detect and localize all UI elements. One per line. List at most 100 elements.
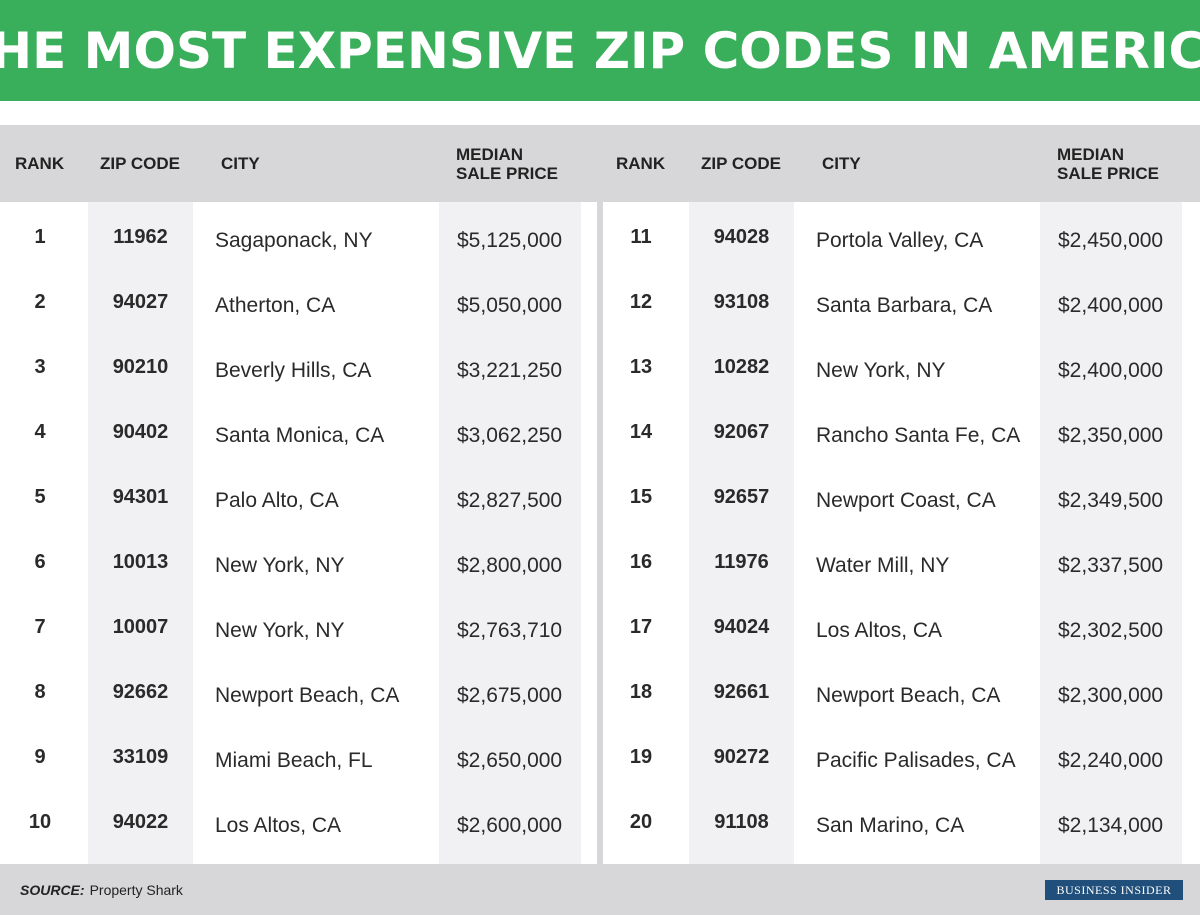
city-cell: Newport Coast, CA [816, 488, 996, 512]
source-value: Property Shark [89, 881, 183, 898]
page-title: THE MOST EXPENSIVE ZIP CODES IN AMERICA [0, 0, 1200, 101]
city-cell: New York, NY [215, 553, 345, 577]
median-price-cell: $2,134,000 [1058, 813, 1164, 837]
zip-code-cell: 10007 [112, 616, 169, 638]
zip-code-header: ZIP CODE [701, 154, 781, 173]
city-cell: Santa Barbara, CA [816, 293, 993, 317]
city-cell: Water Mill, NY [816, 553, 950, 577]
city-cell: Portola Valley, CA [816, 228, 984, 252]
rank-cell: 16 [629, 551, 653, 573]
rank-cell: 12 [629, 291, 653, 313]
zip-code-cell: 93108 [713, 291, 770, 313]
median-price-cell: $3,221,250 [457, 358, 563, 382]
median-price-cell: $2,302,500 [1058, 618, 1164, 642]
median-price-cell: $2,400,000 [1058, 358, 1164, 382]
zip-code-cell: 94024 [713, 616, 770, 638]
zip-code-cell: 92661 [713, 681, 770, 703]
rank-cell: 1 [34, 226, 46, 248]
rank-cell: 2 [34, 291, 46, 313]
median-price-cell: $2,349,500 [1058, 488, 1164, 512]
city-cell: New York, NY [816, 358, 946, 382]
price-column-shade-right [1040, 202, 1182, 864]
zip-code-cell: 10013 [112, 551, 169, 573]
median-price-cell: $2,350,000 [1058, 423, 1164, 447]
zip-code-header: ZIP CODE [100, 154, 180, 173]
median-price-cell: $2,450,000 [1058, 228, 1164, 252]
zip-code-cell: 90272 [713, 746, 770, 768]
zip-code-cell: 11976 [714, 551, 769, 573]
rank-cell: 8 [34, 681, 46, 703]
rank-cell: 9 [34, 746, 46, 768]
city-cell: Atherton, CA [215, 293, 336, 317]
zip-code-cell: 94027 [112, 291, 169, 313]
median-price-header: MEDIAN SALE PRICE [456, 144, 559, 183]
median-price-cell: $2,400,000 [1058, 293, 1164, 317]
city-cell: Santa Monica, CA [215, 423, 385, 447]
city-cell: Miami Beach, FL [215, 748, 373, 772]
table-header-band [0, 125, 1200, 202]
zip-code-cell: 94028 [713, 226, 770, 248]
median-price-cell: $2,600,000 [457, 813, 563, 837]
rank-cell: 13 [629, 356, 653, 378]
zip-code-cell: 90402 [112, 421, 169, 443]
rank-cell: 20 [629, 811, 653, 833]
median-price-cell: $2,800,000 [457, 553, 563, 577]
median-price-cell: $2,675,000 [457, 683, 563, 707]
zip-code-cell: 90210 [112, 356, 169, 378]
zip-code-cell: 92657 [713, 486, 770, 508]
rank-cell: 11 [630, 226, 652, 248]
median-price-header: MEDIAN SALE PRICE [1057, 144, 1160, 183]
city-cell: San Marino, CA [816, 813, 965, 837]
zip-column-shade-left [88, 202, 193, 864]
median-price-cell: $5,125,000 [457, 228, 563, 252]
city-cell: Beverly Hills, CA [215, 358, 372, 382]
city-header: CITY [822, 154, 861, 173]
city-cell: New York, NY [215, 618, 345, 642]
median-price-cell: $3,062,250 [457, 423, 563, 447]
city-cell: Newport Beach, CA [215, 683, 400, 707]
city-cell: Rancho Santa Fe, CA [816, 423, 1021, 447]
source-label: SOURCE: [20, 881, 85, 898]
median-price-cell: $2,240,000 [1058, 748, 1164, 772]
city-cell: Los Altos, CA [215, 813, 342, 837]
zip-code-cell: 33109 [112, 746, 169, 768]
rank-cell: 15 [629, 486, 653, 508]
rank-cell: 6 [34, 551, 46, 573]
business-insider-logo: BUSINESS INSIDER [1045, 880, 1183, 900]
median-price-cell: $2,300,000 [1058, 683, 1164, 707]
rank-cell: 17 [629, 616, 653, 638]
rank-cell: 19 [629, 746, 653, 768]
zip-column-shade-right [689, 202, 794, 864]
rank-cell: 14 [629, 421, 653, 443]
median-price-cell: $2,827,500 [457, 488, 563, 512]
median-price-cell: $2,763,710 [457, 618, 563, 642]
source-note: SOURCE: Property Shark [20, 864, 183, 915]
rank-cell: 3 [34, 356, 46, 378]
median-price-cell: $2,337,500 [1058, 553, 1164, 577]
city-cell: Los Altos, CA [816, 618, 943, 642]
table-divider [597, 202, 603, 864]
median-price-cell: $5,050,000 [457, 293, 563, 317]
zip-code-cell: 11962 [113, 226, 168, 248]
city-header: CITY [221, 154, 260, 173]
rank-header: RANK [616, 154, 666, 173]
city-cell: Newport Beach, CA [816, 683, 1001, 707]
zip-code-cell: 92067 [713, 421, 770, 443]
zip-code-cell: 91108 [714, 811, 769, 833]
rank-cell: 5 [34, 486, 46, 508]
city-cell: Palo Alto, CA [215, 488, 339, 512]
rank-cell: 18 [629, 681, 653, 703]
zip-code-cell: 10282 [713, 356, 770, 378]
price-column-shade-left [439, 202, 581, 864]
rank-cell: 7 [34, 616, 46, 638]
zip-code-cell: 94022 [112, 811, 169, 833]
rank-header: RANK [15, 154, 65, 173]
city-cell: Sagaponack, NY [215, 228, 373, 252]
zip-code-cell: 92662 [112, 681, 169, 703]
zip-code-cell: 94301 [112, 486, 169, 508]
footer-band [0, 864, 1200, 915]
rank-cell: 4 [34, 421, 46, 443]
rank-cell: 10 [28, 811, 52, 833]
city-cell: Pacific Palisades, CA [816, 748, 1016, 772]
median-price-cell: $2,650,000 [457, 748, 563, 772]
